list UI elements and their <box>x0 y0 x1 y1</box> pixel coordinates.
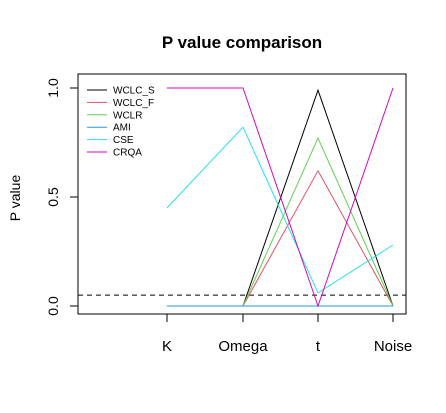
y-axis: 0.0 0.5 1.0 <box>45 78 79 316</box>
legend-label: AMI <box>113 123 131 134</box>
chart-title: P value comparison <box>162 33 322 52</box>
x-axis: K Omega t Noise <box>162 313 412 355</box>
series-lines <box>166 87 394 308</box>
series-line-crqa <box>167 87 394 308</box>
x-tick-label: Omega <box>218 338 268 355</box>
x-tick-label: K <box>162 338 172 355</box>
series-line-wclr <box>167 136 394 307</box>
legend-label: WCLC_F <box>113 98 154 109</box>
y-tick-label: 1.0 <box>45 78 61 98</box>
y-tick-label: 0.5 <box>45 187 61 207</box>
series-line-wclc-s <box>167 88 394 307</box>
series-line-wclc-f <box>167 169 394 307</box>
legend-label: WCLR <box>113 110 142 121</box>
y-tick-label: 0.0 <box>45 296 61 316</box>
y-axis-label: P value <box>7 175 23 222</box>
x-tick-label: t <box>316 338 321 355</box>
legend-label: WCLC_S <box>113 86 155 97</box>
series-line-cse <box>166 126 394 294</box>
x-tick-label: Noise <box>374 338 412 355</box>
legend-label: CRQA <box>113 148 142 159</box>
legend-label: CSE <box>113 135 134 146</box>
